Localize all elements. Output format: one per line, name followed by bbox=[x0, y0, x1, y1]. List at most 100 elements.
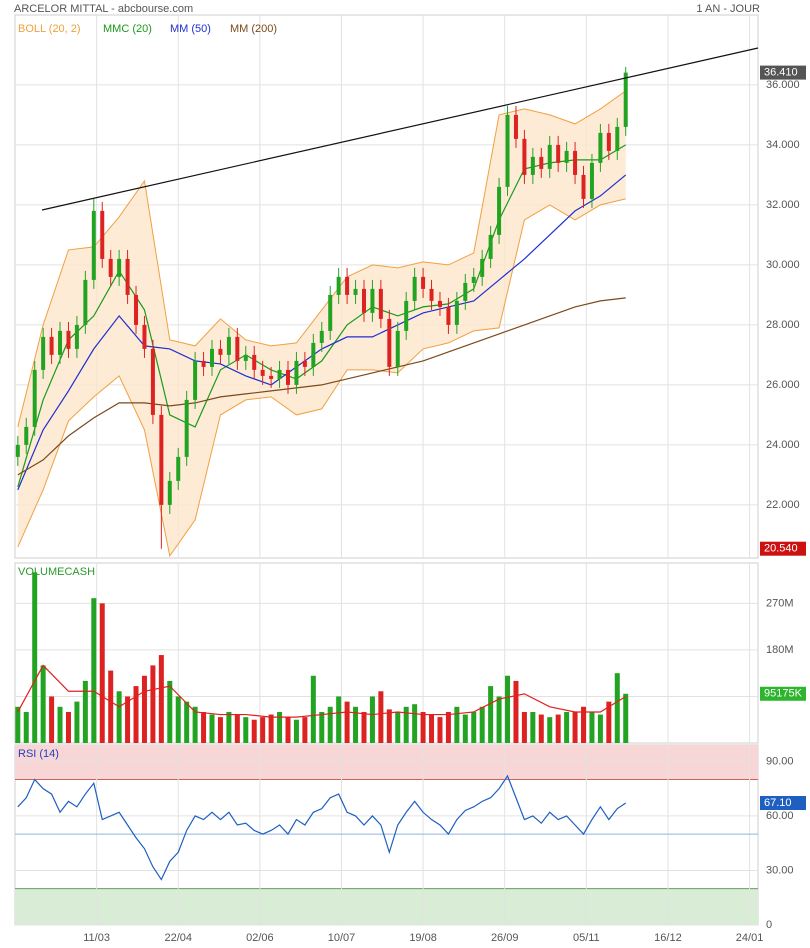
legend-entry: MMC (20) bbox=[103, 23, 152, 35]
trendline bbox=[41, 47, 759, 211]
volume-bar bbox=[268, 714, 274, 743]
volume-bar bbox=[158, 655, 164, 743]
candle-body bbox=[83, 279, 88, 325]
candle-body bbox=[32, 369, 37, 427]
candle-body bbox=[24, 426, 29, 445]
volume-bar bbox=[319, 711, 325, 743]
y-tick-label: 34.000 bbox=[766, 139, 800, 151]
volume-bar bbox=[302, 717, 308, 743]
bollinger-lower bbox=[17, 198, 626, 558]
y-tick-label: 32.000 bbox=[766, 199, 800, 211]
candle-body bbox=[387, 318, 392, 367]
candle-body bbox=[446, 306, 451, 325]
volume-bar bbox=[564, 711, 570, 743]
candle-body bbox=[159, 414, 164, 505]
candle-body bbox=[243, 354, 248, 361]
candle-body bbox=[302, 360, 307, 367]
candle-body bbox=[167, 480, 172, 505]
candle-body bbox=[539, 156, 544, 169]
candle-body bbox=[623, 72, 628, 127]
volume-bar bbox=[589, 711, 595, 743]
candle-body bbox=[378, 288, 383, 319]
volume-bar bbox=[23, 711, 29, 743]
volume-bar bbox=[217, 717, 223, 743]
volume-bar bbox=[437, 717, 443, 743]
candle-body bbox=[497, 186, 502, 235]
candle-body bbox=[210, 348, 215, 367]
candle-body bbox=[471, 276, 476, 283]
legend-entry: MM (50) bbox=[170, 23, 211, 35]
price-marker bbox=[760, 541, 806, 556]
price-marker bbox=[760, 796, 806, 810]
candle-body bbox=[201, 360, 206, 367]
volume-bar bbox=[369, 696, 375, 743]
y-tick-label: 90.00 bbox=[766, 755, 794, 767]
candle-body bbox=[556, 144, 561, 163]
candle-body bbox=[353, 288, 358, 295]
volume-bar bbox=[361, 711, 367, 743]
volume-bar bbox=[513, 680, 519, 743]
volume-bar bbox=[336, 696, 342, 743]
y-tick-label: 180M bbox=[766, 644, 794, 656]
y-tick-label: 270M bbox=[766, 597, 794, 609]
candle-body bbox=[269, 375, 274, 379]
price-marker-label: 36.410 bbox=[764, 67, 798, 79]
zone bbox=[15, 745, 758, 780]
volume-bar bbox=[201, 711, 207, 743]
volume-bar bbox=[285, 717, 291, 743]
volume-bar bbox=[141, 675, 147, 743]
candle-body bbox=[226, 336, 231, 355]
y-tick-label: 24.000 bbox=[766, 439, 800, 451]
volume-bar bbox=[597, 714, 603, 743]
volume-bar bbox=[505, 675, 511, 743]
x-tick-label: 05/11 bbox=[573, 932, 600, 944]
candle-body bbox=[252, 354, 257, 370]
volume-bar bbox=[344, 701, 350, 743]
candle-body bbox=[547, 144, 552, 169]
candle-body bbox=[361, 288, 366, 313]
panel-title: RSI (14) bbox=[18, 748, 59, 760]
candle-body bbox=[176, 456, 181, 481]
volume-bar bbox=[581, 706, 587, 743]
volume-bar bbox=[606, 701, 612, 743]
volume-bar bbox=[184, 701, 190, 743]
volume-bar bbox=[74, 701, 80, 743]
candle-body bbox=[505, 114, 510, 187]
volume-bar bbox=[353, 706, 359, 743]
bollinger-upper bbox=[17, 90, 627, 428]
candle-body bbox=[421, 276, 426, 289]
volume-average bbox=[17, 664, 627, 718]
price-marker bbox=[760, 65, 806, 80]
candle-body bbox=[395, 330, 400, 367]
volume-bar bbox=[192, 706, 198, 743]
y-tick-label: 60.00 bbox=[766, 810, 794, 822]
volume-bar bbox=[547, 717, 553, 743]
candle-body bbox=[606, 132, 611, 151]
y-tick-label: 30.000 bbox=[766, 259, 800, 271]
candle-body bbox=[74, 324, 79, 349]
volume-bar bbox=[479, 706, 485, 743]
volume-bar bbox=[462, 714, 468, 743]
volume-bar bbox=[150, 665, 156, 743]
candle-body bbox=[404, 300, 409, 331]
price-marker-label: 67.10 bbox=[764, 797, 792, 809]
volume-bar bbox=[49, 696, 55, 743]
volume-bar bbox=[99, 603, 105, 743]
candle-body bbox=[454, 300, 459, 325]
candle-body bbox=[311, 342, 316, 367]
candle-body bbox=[530, 156, 535, 175]
x-tick-label: 24/01 bbox=[736, 932, 764, 944]
candle-body bbox=[150, 348, 155, 415]
volume-bar bbox=[420, 711, 426, 743]
candle-body bbox=[125, 258, 130, 295]
volume-bar bbox=[572, 711, 578, 743]
volume-bar bbox=[496, 696, 502, 743]
volume-bar bbox=[15, 706, 21, 743]
y-tick-label: 28.000 bbox=[766, 319, 800, 331]
candle-body bbox=[58, 330, 63, 355]
candle-body bbox=[488, 234, 493, 259]
volume-bar bbox=[82, 680, 88, 743]
volume-bar bbox=[614, 673, 620, 743]
x-tick-label: 16/12 bbox=[654, 932, 682, 944]
candle-body bbox=[108, 258, 113, 277]
